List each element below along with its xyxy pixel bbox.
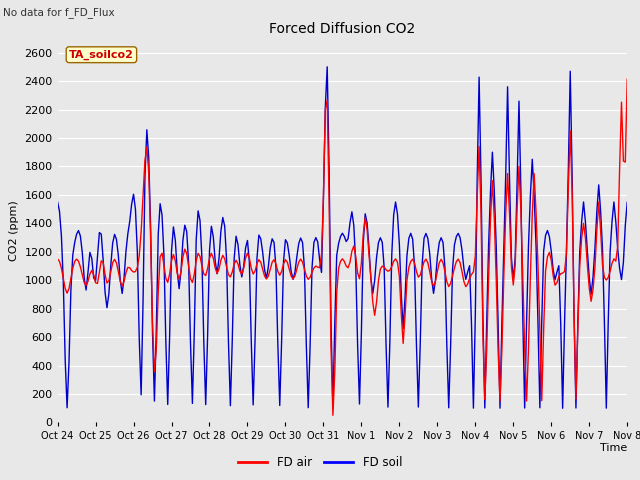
Text: No data for f_FD_Flux: No data for f_FD_Flux	[3, 7, 115, 18]
Title: Forced Diffusion CO2: Forced Diffusion CO2	[269, 22, 415, 36]
Legend: FD air, FD soil: FD air, FD soil	[233, 452, 407, 474]
Y-axis label: CO2 (ppm): CO2 (ppm)	[9, 200, 19, 261]
Text: TA_soilco2: TA_soilco2	[69, 49, 134, 60]
X-axis label: Time: Time	[600, 443, 627, 453]
